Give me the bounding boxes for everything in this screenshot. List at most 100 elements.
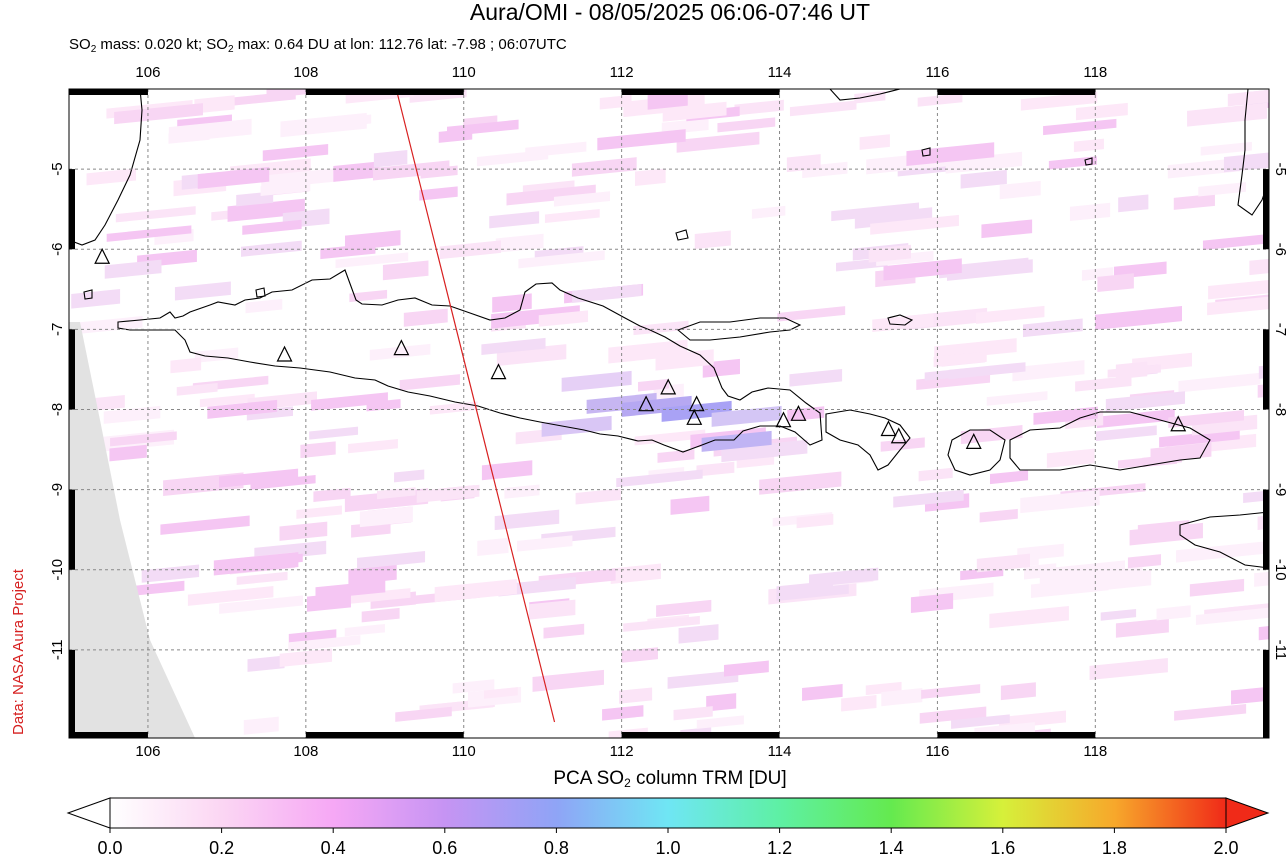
so2-pixel xyxy=(434,578,517,603)
so2-pixel xyxy=(572,283,642,303)
so2-pixel xyxy=(313,487,351,503)
volcano-icon xyxy=(965,433,982,449)
so2-pixel xyxy=(1207,296,1269,316)
so2-pixel xyxy=(481,460,533,481)
so2-pixel xyxy=(1223,152,1269,173)
volcano-icon xyxy=(393,339,410,356)
so2-pixel xyxy=(349,289,388,303)
so2-pixel xyxy=(1107,364,1161,378)
lat-tick-label-right: -11 xyxy=(1272,640,1288,661)
colorbar-tick-label: 2.0 xyxy=(1213,838,1238,858)
so2-pixel xyxy=(921,684,981,699)
so2-pixel xyxy=(309,426,359,440)
so2-pixel xyxy=(176,383,218,396)
frame-segment xyxy=(937,89,1096,95)
so2-pixel xyxy=(1254,571,1269,587)
so2-pixel-high xyxy=(561,370,632,392)
so2-pixel xyxy=(247,655,285,672)
volcano-icon xyxy=(890,427,907,444)
so2-map: 106 106 108 108 110 110 112 112 114 114 116 116 118 1… xyxy=(49,64,1288,760)
so2-pixel xyxy=(245,298,283,314)
kangean-coast xyxy=(887,314,914,326)
so2-pixel xyxy=(717,117,776,133)
colorbar-tick-label: 1.8 xyxy=(1102,838,1127,858)
volcano-icon xyxy=(686,408,703,425)
so2-pixel xyxy=(335,252,409,269)
so2-pixel xyxy=(174,281,231,301)
so2-pixel xyxy=(802,683,843,701)
colorbar-tick-label: 1.0 xyxy=(655,838,680,858)
so2-pixel xyxy=(1020,91,1098,111)
so2-pixel xyxy=(678,624,719,644)
so2-pixel xyxy=(1243,490,1269,504)
small-isle-3 xyxy=(255,287,266,298)
so2-pixel xyxy=(439,240,501,260)
small-isle-4 xyxy=(83,289,93,300)
frame-segment xyxy=(1263,649,1269,738)
so2-pixel xyxy=(808,567,879,588)
so2-pixel xyxy=(1200,141,1252,156)
so2-pixel xyxy=(638,378,670,392)
so2-pixel xyxy=(575,488,621,505)
so2-pixel xyxy=(1159,429,1240,448)
lat-tick-label-right: -5 xyxy=(1272,162,1288,175)
so2-pixel xyxy=(948,362,1026,380)
so2-pixel xyxy=(1043,118,1117,136)
colorbar-title: PCA SO2 column TRM [DU] xyxy=(0,768,1288,790)
lon-tick-label-top: 108 xyxy=(293,64,318,81)
so2-pixel xyxy=(734,99,784,116)
lat-tick-label-left: -7 xyxy=(49,323,66,336)
so2-pixel xyxy=(357,551,426,570)
java-coast xyxy=(117,269,823,453)
so2-pixel xyxy=(419,186,458,201)
volcano-icon xyxy=(790,404,807,421)
so2-pixel xyxy=(279,648,333,668)
so2-summary: SO2 mass: 0.020 kt; SO2 max: 0.64 DU at … xyxy=(69,36,567,55)
so2-pixel xyxy=(1129,522,1203,546)
map-frame xyxy=(68,88,1270,739)
so2-summary-sub1: 2 xyxy=(90,44,97,55)
so2-pixel xyxy=(917,93,963,107)
frame-segment xyxy=(69,732,148,738)
so2-pixel xyxy=(939,257,1029,279)
frame-segment xyxy=(621,732,780,738)
coastlines xyxy=(69,89,1269,569)
so2-pixel xyxy=(831,202,920,222)
so2-pixel xyxy=(597,129,686,151)
colorbar: 0.0 0.2 0.4 0.6 0.8 1.0 1.2 1.4 1.6 1.8 2.0 xyxy=(66,797,1270,858)
so2-pixel xyxy=(382,260,429,281)
lon-tick-label-bottom: 116 xyxy=(925,743,949,760)
so2-pixel xyxy=(951,714,1010,729)
frame-segment xyxy=(305,89,464,95)
so2-pixel xyxy=(610,563,661,584)
so2-pixel xyxy=(197,166,270,189)
so2-pixel xyxy=(979,508,1018,523)
so2-pixel xyxy=(311,392,388,411)
so2-pixel xyxy=(1173,193,1215,210)
volcano-icon xyxy=(638,395,655,412)
so2-pixel xyxy=(504,484,540,499)
so2-pixel xyxy=(634,429,706,446)
so2-pixel xyxy=(1105,391,1186,412)
volcano-icon xyxy=(1170,415,1187,432)
so2-pixel xyxy=(599,94,632,110)
so2-pixel xyxy=(306,592,351,612)
so2-pixel xyxy=(633,320,689,336)
so2-pixel xyxy=(452,679,495,694)
volcano-icon xyxy=(775,411,792,428)
so2-pixel xyxy=(1073,138,1104,153)
so2-pixel xyxy=(1156,605,1191,621)
so2-pixel xyxy=(777,306,846,322)
kalimantan-coast xyxy=(829,89,901,101)
so2-pixel xyxy=(553,191,611,207)
so2-pixel xyxy=(986,391,1048,406)
so2-pixel xyxy=(518,250,605,269)
small-isle-2 xyxy=(1084,157,1093,166)
lat-tick-label-left: -8 xyxy=(49,403,66,416)
so2-pixel xyxy=(893,489,964,508)
lat-tick-label-right: -7 xyxy=(1272,323,1288,336)
volcano-icon xyxy=(490,363,507,380)
colorbar-title-sub: 2 xyxy=(624,776,631,790)
so2-pixel-high xyxy=(541,415,612,437)
so2-pixel xyxy=(1000,682,1036,701)
